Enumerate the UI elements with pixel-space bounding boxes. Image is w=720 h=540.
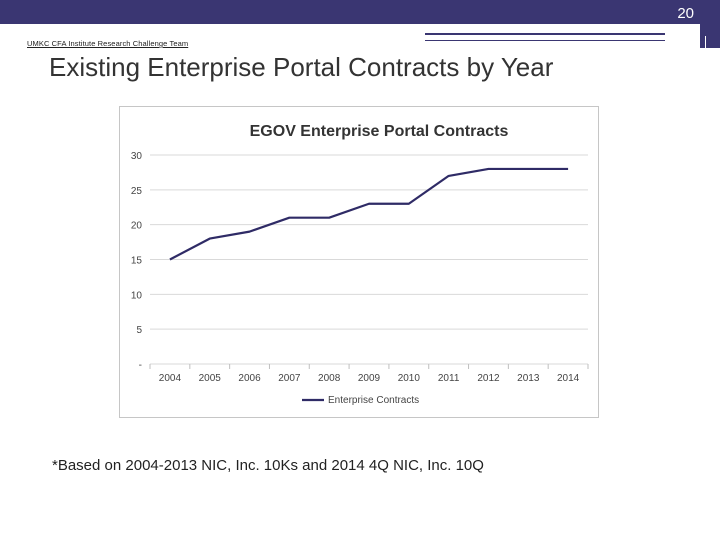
accent-line-thin [425, 40, 665, 41]
x-tick-label: 2005 [199, 373, 222, 384]
accent-stub [705, 36, 720, 50]
x-tick-label: 2014 [557, 373, 580, 384]
accent-line [425, 33, 665, 35]
x-tick-label: 2013 [517, 373, 540, 384]
chart-title: EGOV Enterprise Portal Contracts [250, 123, 509, 140]
x-tick-label: 2008 [318, 373, 341, 384]
x-tick-label: 2010 [398, 373, 421, 384]
x-tick-label: 2012 [477, 373, 500, 384]
series-line [169, 167, 569, 261]
y-tick-label: 5 [136, 325, 142, 336]
x-tick-label: 2009 [358, 373, 381, 384]
x-tick-label: 2006 [238, 373, 261, 384]
y-tick-label: 30 [131, 151, 143, 162]
line-chart: EGOV Enterprise Portal Contracts - 5 10 15 20… [131, 123, 589, 406]
x-tick-label: 2007 [278, 373, 301, 384]
team-label: UMKC CFA Institute Research Challenge Te… [27, 39, 189, 48]
chart-frame: EGOV Enterprise Portal Contracts - 5 10 15 20… [119, 106, 599, 418]
y-tick-label: 20 [131, 221, 143, 232]
slide-number: 20 [677, 5, 694, 22]
footnote: *Based on 2004-2013 NIC, Inc. 10Ks and 2… [52, 457, 484, 474]
y-tick-label: 10 [131, 290, 143, 301]
y-tick-label: 15 [131, 256, 143, 267]
legend-label: Enterprise Contracts [328, 395, 419, 406]
y-tick-label: - [139, 360, 142, 371]
x-tick-label: 2004 [159, 373, 182, 384]
page-title: Existing Enterprise Portal Contracts by … [49, 52, 554, 82]
top-bar [0, 0, 700, 24]
y-tick-label: 25 [131, 186, 143, 197]
x-tick-label: 2011 [438, 373, 460, 384]
